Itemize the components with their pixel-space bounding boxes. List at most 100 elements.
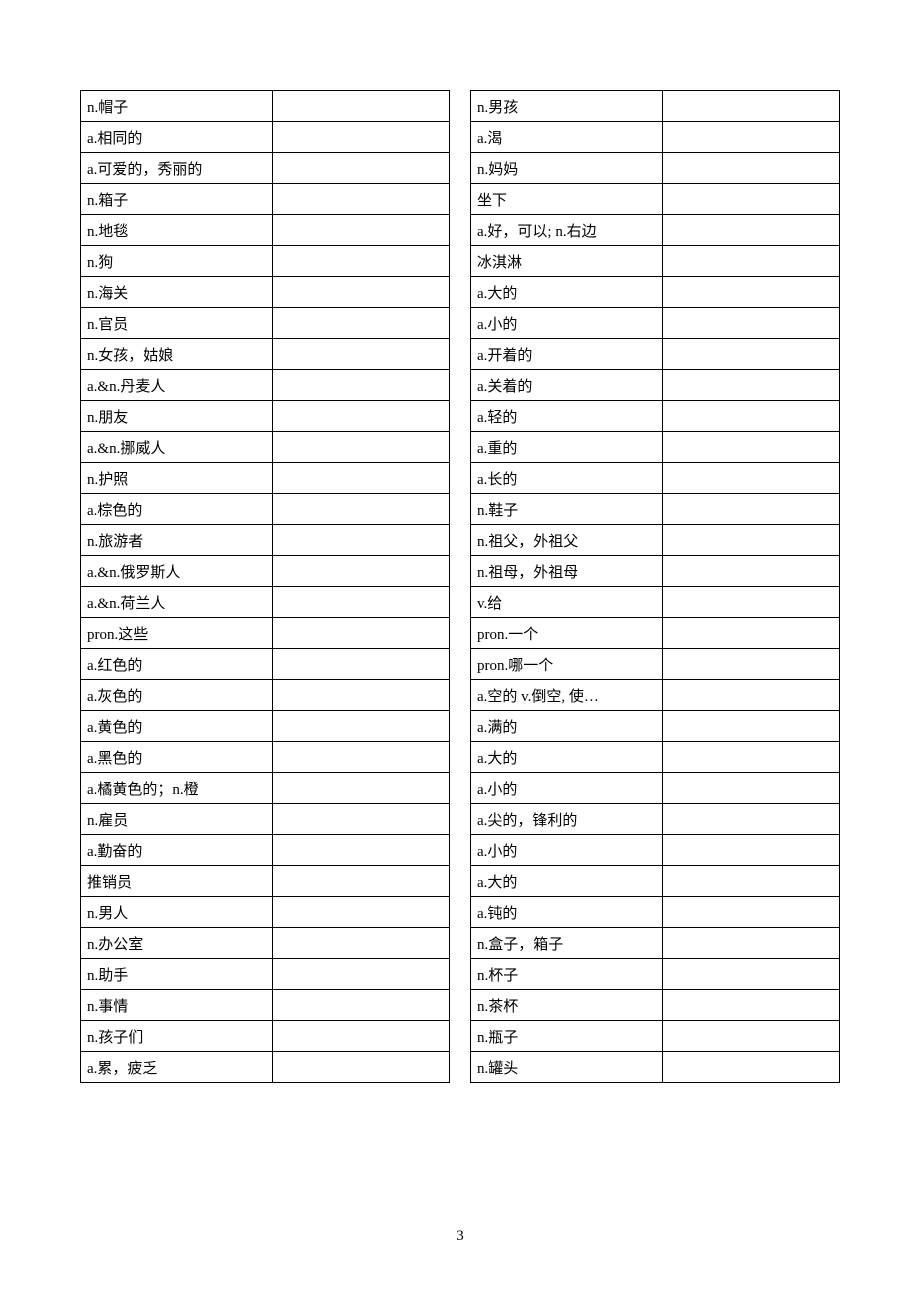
- definition-cell: n.旅游者: [81, 525, 273, 556]
- definition-cell: 推销员: [81, 866, 273, 897]
- answer-cell: [662, 866, 839, 897]
- table-row: n.助手: [81, 959, 450, 990]
- table-row: n.旅游者: [81, 525, 450, 556]
- answer-cell: [272, 587, 449, 618]
- definition-cell: n.帽子: [81, 91, 273, 122]
- definition-cell: v.给: [471, 587, 663, 618]
- table-row: a.关着的: [471, 370, 840, 401]
- table-row: a.黑色的: [81, 742, 450, 773]
- definition-cell: n.男人: [81, 897, 273, 928]
- answer-cell: [662, 773, 839, 804]
- table-row: n.地毯: [81, 215, 450, 246]
- table-row: n.鞋子: [471, 494, 840, 525]
- table-row: a.尖的，锋利的: [471, 804, 840, 835]
- table-row: n.护照: [81, 463, 450, 494]
- table-row: a.空的 v.倒空, 使…: [471, 680, 840, 711]
- definition-cell: n.盒子，箱子: [471, 928, 663, 959]
- table-row: n.妈妈: [471, 153, 840, 184]
- table-row: a.钝的: [471, 897, 840, 928]
- answer-cell: [662, 494, 839, 525]
- answer-cell: [272, 928, 449, 959]
- answer-cell: [662, 184, 839, 215]
- left-table: n.帽子a.相同的a.可爱的，秀丽的n.箱子n.地毯n.狗n.海关n.官员n.女…: [80, 90, 450, 1083]
- table-row: n.官员: [81, 308, 450, 339]
- definition-cell: a.大的: [471, 866, 663, 897]
- definition-cell: a.可爱的，秀丽的: [81, 153, 273, 184]
- definition-cell: n.罐头: [471, 1052, 663, 1083]
- definition-cell: 冰淇淋: [471, 246, 663, 277]
- definition-cell: a.尖的，锋利的: [471, 804, 663, 835]
- table-row: v.给: [471, 587, 840, 618]
- table-row: a.重的: [471, 432, 840, 463]
- table-row: n.茶杯: [471, 990, 840, 1021]
- answer-cell: [272, 370, 449, 401]
- definition-cell: a.灰色的: [81, 680, 273, 711]
- table-row: a.轻的: [471, 401, 840, 432]
- definition-cell: n.祖母，外祖母: [471, 556, 663, 587]
- table-row: pron.哪一个: [471, 649, 840, 680]
- table-row: a.&n.俄罗斯人: [81, 556, 450, 587]
- answer-cell: [272, 990, 449, 1021]
- definition-cell: n.鞋子: [471, 494, 663, 525]
- answer-cell: [272, 866, 449, 897]
- definition-cell: n.地毯: [81, 215, 273, 246]
- definition-cell: a.满的: [471, 711, 663, 742]
- answer-cell: [272, 897, 449, 928]
- answer-cell: [272, 153, 449, 184]
- answer-cell: [272, 339, 449, 370]
- answer-cell: [272, 463, 449, 494]
- answer-cell: [272, 401, 449, 432]
- definition-cell: a.&n.丹麦人: [81, 370, 273, 401]
- answer-cell: [662, 370, 839, 401]
- answer-cell: [662, 153, 839, 184]
- table-row: a.&n.荷兰人: [81, 587, 450, 618]
- answer-cell: [662, 463, 839, 494]
- table-row: pron.一个: [471, 618, 840, 649]
- table-row: n.狗: [81, 246, 450, 277]
- table-row: n.办公室: [81, 928, 450, 959]
- answer-cell: [272, 432, 449, 463]
- table-row: a.黄色的: [81, 711, 450, 742]
- table-row: n.雇员: [81, 804, 450, 835]
- definition-cell: a.关着的: [471, 370, 663, 401]
- table-row: n.帽子: [81, 91, 450, 122]
- table-row: a.大的: [471, 866, 840, 897]
- table-row: a.好，可以; n.右边: [471, 215, 840, 246]
- definition-cell: n.箱子: [81, 184, 273, 215]
- table-row: a.累，疲乏: [81, 1052, 450, 1083]
- table-row: a.大的: [471, 742, 840, 773]
- definition-cell: n.办公室: [81, 928, 273, 959]
- table-row: 冰淇淋: [471, 246, 840, 277]
- answer-cell: [662, 649, 839, 680]
- table-row: n.瓶子: [471, 1021, 840, 1052]
- table-row: n.罐头: [471, 1052, 840, 1083]
- table-row: a.长的: [471, 463, 840, 494]
- answer-cell: [662, 680, 839, 711]
- table-row: a.勤奋的: [81, 835, 450, 866]
- table-row: 坐下: [471, 184, 840, 215]
- table-row: a.橘黄色的；n.橙: [81, 773, 450, 804]
- definition-cell: a.开着的: [471, 339, 663, 370]
- definition-cell: a.大的: [471, 742, 663, 773]
- answer-cell: [662, 804, 839, 835]
- answer-cell: [662, 928, 839, 959]
- table-row: a.棕色的: [81, 494, 450, 525]
- answer-cell: [662, 246, 839, 277]
- definition-cell: a.空的 v.倒空, 使…: [471, 680, 663, 711]
- definition-cell: n.妈妈: [471, 153, 663, 184]
- definition-cell: n.事情: [81, 990, 273, 1021]
- answer-cell: [662, 432, 839, 463]
- columns-container: n.帽子a.相同的a.可爱的，秀丽的n.箱子n.地毯n.狗n.海关n.官员n.女…: [80, 90, 840, 1083]
- table-row: a.灰色的: [81, 680, 450, 711]
- table-row: a.小的: [471, 773, 840, 804]
- answer-cell: [662, 1052, 839, 1083]
- definition-cell: n.祖父，外祖父: [471, 525, 663, 556]
- definition-cell: a.相同的: [81, 122, 273, 153]
- definition-cell: n.女孩，姑娘: [81, 339, 273, 370]
- table-row: a.渴: [471, 122, 840, 153]
- table-row: a.满的: [471, 711, 840, 742]
- answer-cell: [662, 122, 839, 153]
- answer-cell: [662, 91, 839, 122]
- table-row: a.开着的: [471, 339, 840, 370]
- answer-cell: [662, 959, 839, 990]
